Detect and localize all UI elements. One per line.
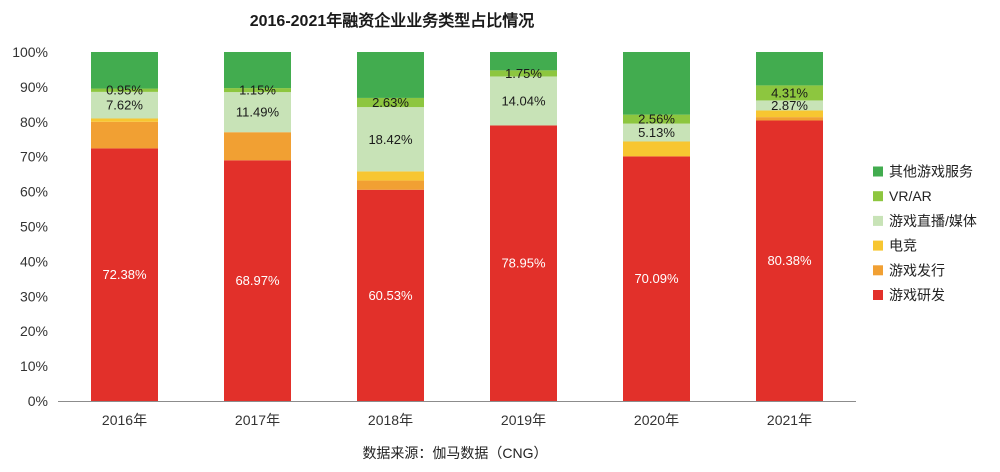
data-label-game-dev: 80.38% (767, 253, 812, 268)
bar-segment-game-publishing (357, 180, 424, 190)
bar-segment-streaming-media (756, 100, 823, 111)
bar-segment-esports (756, 110, 823, 118)
data-label-game-dev: 60.53% (368, 288, 413, 303)
legend-item-streaming-media: 游戏直播/媒体 (873, 213, 977, 229)
bar-segment-other-services (357, 52, 424, 98)
x-tick-label: 2020年 (634, 412, 679, 428)
bar-segment-streaming-media (224, 92, 291, 133)
legend-swatch (873, 215, 883, 226)
bar-segment-game-dev (756, 120, 823, 401)
bar-segment-streaming-media (490, 76, 557, 126)
legend-swatch (873, 265, 883, 276)
bar-segment-game-dev (623, 156, 690, 401)
bar-segment-vr-ar (490, 70, 557, 77)
legend-item-vr-ar: VR/AR (873, 188, 932, 204)
data-label-streaming-media: 7.62% (106, 98, 143, 113)
bar-segment-other-services (623, 52, 690, 115)
stacked-bar-3: 60.53% 18.42% 2.63% (357, 52, 424, 401)
legend-label: 其他游戏服务 (889, 164, 973, 180)
x-tick-label: 2016年 (102, 412, 147, 428)
legend-label: 游戏研发 (889, 287, 945, 303)
y-tick-label: 20% (20, 323, 48, 339)
bar-segment-esports (357, 171, 424, 181)
bar-segment-other-services (490, 52, 557, 71)
data-label-game-dev: 68.97% (235, 273, 280, 288)
data-label-streaming-media: 18.42% (368, 132, 413, 147)
y-tick-label: 10% (20, 358, 48, 374)
bar-segment-vr-ar (357, 97, 424, 108)
data-label-vr-ar: 2.56% (638, 112, 675, 127)
y-tick-label: 0% (28, 393, 48, 409)
x-tick-label: 2018年 (368, 412, 413, 428)
bar-segment-vr-ar (91, 88, 158, 92)
bar-segment-vr-ar (623, 114, 690, 124)
legend-item-game-publishing: 游戏发行 (873, 262, 945, 278)
legend-swatch (873, 166, 883, 177)
legend-swatch (873, 191, 883, 202)
stacked-bar-4: 78.95% 14.04% 1.75% (490, 52, 557, 401)
bar-segment-other-services (756, 52, 823, 86)
bar-segment-game-dev (91, 148, 158, 401)
data-label-game-dev: 72.38% (102, 267, 147, 282)
legend-label: 电竞 (889, 238, 917, 254)
stacked-bar-2: 68.97% 11.49% 1.15% (224, 52, 291, 401)
legend-item-other-services: 其他游戏服务 (873, 164, 973, 180)
x-tick-label: 2019年 (501, 412, 546, 428)
y-tick-label: 50% (20, 219, 48, 235)
data-label-vr-ar: 0.95% (106, 83, 143, 98)
legend-swatch (873, 290, 883, 300)
data-source-note: 数据来源：伽马数据（CNG） (362, 445, 548, 461)
x-tick-label: 2021年 (767, 412, 812, 428)
legend-label: 游戏发行 (889, 262, 945, 278)
stacked-bar-5: 70.09% 5.13%2.56% (623, 52, 690, 401)
bar-segment-esports (623, 141, 690, 157)
chart-title: 2016-2021年融资企业业务类型占比情况 (249, 13, 535, 30)
bar-segment-esports (91, 118, 158, 122)
legend-label: 游戏直播/媒体 (889, 213, 977, 229)
legend-item-game-dev: 游戏研发 (873, 287, 945, 303)
data-label-streaming-media: 11.49% (236, 105, 280, 120)
y-axis: 0% 10% 20% 30% 40% 50% 60% 70% 80% 90% 100% (12, 44, 48, 409)
bar-segment-game-publishing (91, 121, 158, 149)
y-tick-label: 30% (20, 288, 48, 304)
data-label-vr-ar: 4.31% (771, 85, 808, 100)
y-tick-label: 70% (20, 149, 48, 165)
y-tick-label: 80% (20, 114, 48, 130)
bar-segment-game-dev (490, 125, 557, 401)
data-label-streaming-media: 5.13% (638, 125, 675, 140)
bars: 72.38% 7.62%0.95% 68.97% 11.49% 1.15% 60.53% 1… (91, 52, 823, 401)
data-label-streaming-media: 14.04% (501, 93, 546, 108)
bar-segment-game-publishing (224, 132, 291, 161)
legend-label: VR/AR (889, 188, 932, 204)
y-tick-label: 60% (20, 184, 48, 200)
stacked-bar-6: 80.38% 2.87%4.31% (756, 52, 823, 401)
bar-segment-vr-ar (224, 88, 291, 93)
data-label-vr-ar: 1.15% (239, 83, 276, 98)
data-label-game-dev: 70.09% (634, 271, 679, 286)
bar-segment-streaming-media (357, 107, 424, 172)
bar-segment-streaming-media (623, 123, 690, 142)
legend-item-esports: 电竞 (873, 238, 917, 254)
data-label-vr-ar: 1.75% (505, 66, 542, 81)
data-label-vr-ar: 2.63% (372, 95, 409, 110)
stacked-bar-1: 72.38% 7.62%0.95% (91, 52, 158, 401)
bar-segment-other-services (91, 52, 158, 89)
y-tick-label: 90% (20, 79, 48, 95)
bar-segment-other-services (224, 52, 291, 89)
bar-segment-vr-ar (756, 85, 823, 101)
x-tick-label: 2017年 (235, 412, 280, 428)
bar-segment-game-publishing (756, 117, 823, 121)
data-label-streaming-media: 2.87% (771, 98, 808, 113)
data-label-game-dev: 78.95% (501, 256, 546, 271)
bar-segment-streaming-media (91, 91, 158, 119)
bar-segment-game-dev (224, 160, 291, 401)
legend-swatch (873, 240, 883, 251)
y-tick-label: 40% (20, 253, 48, 269)
bar-segment-game-dev (357, 189, 424, 401)
y-tick-label: 100% (12, 44, 48, 60)
